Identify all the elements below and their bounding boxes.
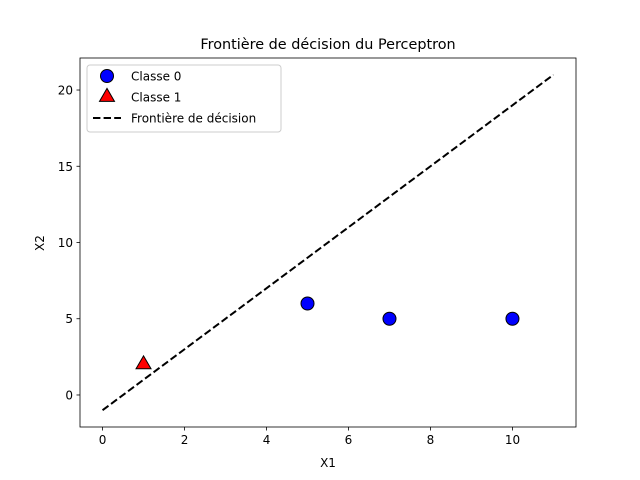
y-tick-label: 20 (58, 84, 73, 98)
legend-label: Frontière de décision (131, 112, 256, 126)
class-1-point (135, 354, 152, 370)
class-0-point (505, 311, 520, 326)
y-tick-label: 15 (58, 160, 73, 174)
decision-boundary-line (101, 73, 555, 412)
y-tick-label: 10 (58, 236, 73, 250)
y-tick-label: 5 (65, 312, 73, 326)
y-tick-label: 0 (65, 388, 73, 402)
legend-label: Classe 0 (131, 70, 181, 84)
x-tick-label: 0 (99, 433, 107, 447)
legend-marker-class-0 (100, 69, 114, 83)
x-tick-label: 4 (263, 433, 271, 447)
y-axis-label: X2 (33, 235, 47, 251)
x-axis-label: X1 (320, 456, 336, 470)
legend: Classe 0 Classe 1 Frontière de décision (86, 64, 282, 133)
legend-label: Classe 1 (131, 91, 181, 105)
legend-box (86, 64, 282, 133)
class-0-point (300, 296, 315, 311)
chart-title: Frontière de décision du Perceptron (200, 37, 455, 53)
legend-marker-class-1 (98, 87, 116, 102)
x-tick-label: 6 (345, 433, 353, 447)
x-tick-label: 10 (505, 433, 520, 447)
x-tick-label: 2 (181, 433, 189, 447)
plot-area: 0 2 4 6 8 10 0 5 10 15 20 Classe 0 Classe 1 Frontière… (58, 57, 577, 447)
class-0-point (382, 311, 397, 326)
x-tick-label: 8 (427, 433, 435, 447)
